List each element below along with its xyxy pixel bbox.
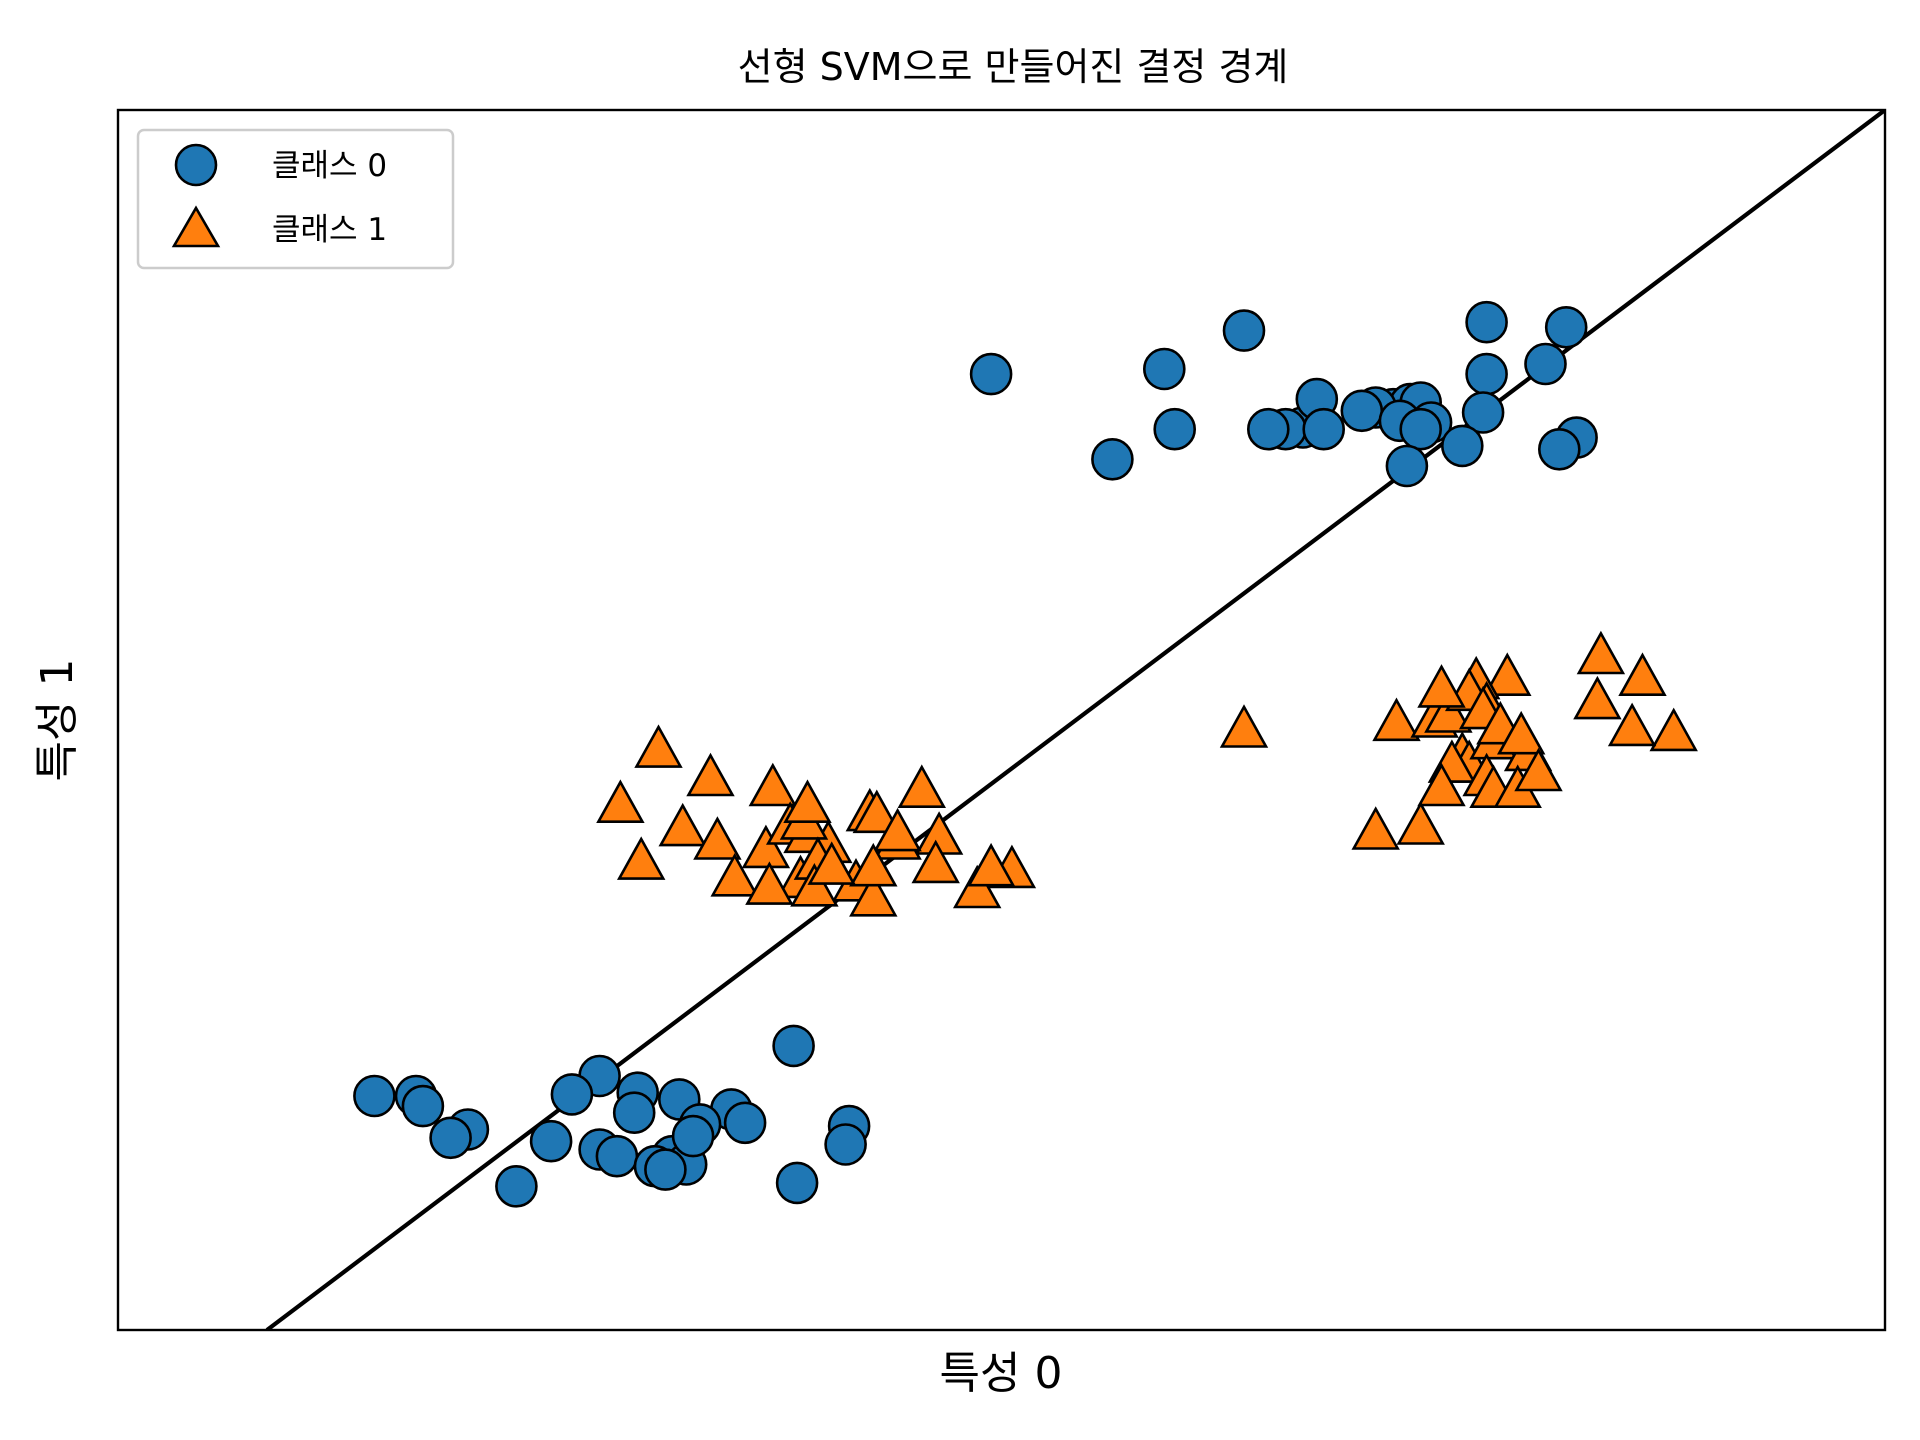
class-1-point bbox=[852, 789, 902, 834]
class-0-point bbox=[495, 1165, 538, 1208]
class-1-point bbox=[1396, 801, 1445, 845]
class-0-point bbox=[772, 1024, 815, 1068]
class-0-point bbox=[1441, 424, 1484, 468]
class-1-point bbox=[952, 864, 1002, 909]
class-0-point bbox=[671, 1114, 715, 1158]
class-0-point bbox=[529, 1119, 573, 1163]
class-0-point bbox=[401, 1084, 445, 1128]
legend-label-class-1: 클래스 1 bbox=[272, 212, 387, 248]
class-1-point bbox=[710, 853, 759, 897]
class-1-point bbox=[783, 779, 832, 824]
class-1-point bbox=[1576, 630, 1626, 675]
class-0-point bbox=[1143, 347, 1186, 391]
class-1-point bbox=[849, 873, 898, 917]
class-1-point bbox=[1351, 806, 1400, 850]
class-0-point bbox=[1465, 352, 1508, 396]
class-0-point bbox=[1524, 342, 1567, 386]
class-1-point bbox=[1417, 664, 1466, 708]
class-1-point bbox=[616, 836, 666, 880]
x-axis-label: 특성 0 bbox=[940, 1348, 1063, 1399]
class-0-point bbox=[1302, 407, 1345, 451]
class-1-point bbox=[790, 863, 839, 907]
class-1-point bbox=[686, 752, 735, 797]
class-1-point bbox=[1607, 702, 1657, 747]
class-1-point bbox=[658, 802, 707, 847]
class-1-point bbox=[1417, 762, 1466, 807]
class-1-point bbox=[693, 816, 742, 860]
class-1-point bbox=[1372, 697, 1421, 742]
class-1-point bbox=[966, 842, 1016, 887]
legend-marker-class-1 bbox=[171, 205, 221, 248]
y-axis-label: 특성 1 bbox=[32, 659, 83, 782]
class-0-point bbox=[1399, 407, 1442, 451]
class-1-point bbox=[1424, 689, 1473, 733]
class-1-point bbox=[873, 807, 922, 852]
class-0-point bbox=[1222, 309, 1266, 352]
class-0-point bbox=[644, 1148, 687, 1191]
class-0-point bbox=[1544, 305, 1588, 349]
class-1-point bbox=[634, 724, 683, 768]
class-0-point bbox=[550, 1073, 594, 1116]
class-1-point bbox=[1649, 707, 1698, 752]
class-1-point bbox=[1514, 747, 1563, 792]
class-1-point bbox=[1483, 652, 1532, 697]
class-1-point bbox=[911, 839, 960, 884]
class-0-point bbox=[1465, 300, 1508, 344]
class-1-point bbox=[897, 764, 947, 809]
class-0-point bbox=[969, 352, 1013, 396]
legend-marker-class-0 bbox=[174, 143, 218, 187]
class-0-point bbox=[775, 1161, 819, 1205]
class-0-point bbox=[1340, 389, 1384, 433]
class-1-point bbox=[1618, 652, 1667, 697]
class-0-point bbox=[1153, 407, 1196, 451]
class-0-point bbox=[429, 1116, 472, 1160]
class-0-point bbox=[1091, 437, 1134, 481]
class-0-point bbox=[1538, 427, 1581, 471]
class-0-point bbox=[353, 1074, 396, 1118]
class-0-point bbox=[1461, 391, 1505, 434]
class-1-point bbox=[849, 842, 898, 887]
plot-frame bbox=[116, 108, 1887, 1332]
class-0-point bbox=[723, 1101, 767, 1145]
class-0-point bbox=[824, 1123, 867, 1166]
class-0-point bbox=[1247, 407, 1290, 451]
class-1-point bbox=[745, 861, 794, 905]
class-1-point bbox=[1496, 710, 1546, 755]
legend-label-class-0: 클래스 0 bbox=[272, 148, 387, 184]
plot-area bbox=[118, 110, 1885, 1330]
class-0-point bbox=[1385, 444, 1429, 488]
class-1-point bbox=[1219, 704, 1269, 748]
class-1-point bbox=[741, 824, 791, 869]
class-0-point bbox=[595, 1134, 639, 1178]
class-0-point bbox=[612, 1091, 656, 1134]
legend: 클래스 0 클래스 1 bbox=[136, 128, 455, 270]
class-1-point bbox=[807, 841, 856, 885]
class-1-point bbox=[1573, 675, 1622, 720]
class-1-point bbox=[748, 762, 798, 807]
scatter-points bbox=[353, 300, 1698, 1208]
class-1-point bbox=[596, 779, 645, 824]
chart-title: 선형 SVM으로 만들어진 결정 경계 bbox=[738, 45, 1289, 89]
